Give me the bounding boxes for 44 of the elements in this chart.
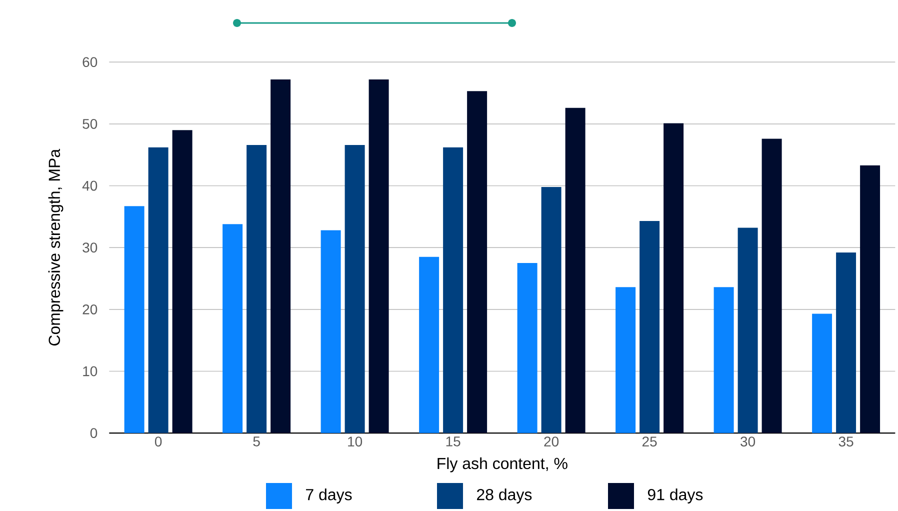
bar: [812, 314, 832, 434]
bar: [640, 220, 660, 434]
x-tick-label: 30: [740, 436, 756, 447]
x-tick-label: 5: [253, 436, 260, 446]
y-tick-label: 30: [82, 242, 98, 253]
bar: [714, 287, 734, 434]
y-tick-label: 20: [82, 304, 98, 314]
bar: [344, 144, 365, 434]
bar: [270, 79, 291, 434]
y-tick-label: 10: [83, 366, 98, 376]
legend-label: 91 days: [648, 488, 703, 504]
bar: [172, 130, 192, 434]
x-tick-label: 10: [348, 436, 362, 447]
y-axis-title: Compressive strength, MPa: [48, 148, 64, 346]
bar: [419, 256, 440, 434]
bar: [836, 252, 856, 434]
x-tick-label: 0: [154, 436, 162, 447]
bar: [246, 144, 267, 434]
bar: [738, 228, 758, 434]
bar: [762, 138, 782, 434]
bar: [124, 206, 144, 434]
legend-label: 28 days: [477, 488, 532, 504]
bar: [368, 79, 389, 434]
bar: [565, 108, 586, 434]
x-tick-label: 25: [642, 436, 657, 447]
x-tick-label: 20: [544, 436, 559, 447]
bar: [467, 91, 488, 434]
bar: [860, 165, 880, 434]
bar: [541, 186, 562, 434]
bar: [320, 230, 341, 434]
bar: [148, 147, 168, 434]
x-axis-title: Fly ash content, %: [438, 457, 568, 472]
x-tick-label: 15: [446, 436, 460, 446]
bar: [517, 263, 538, 434]
bar: [664, 123, 684, 434]
x-tick-label: 35: [838, 436, 854, 447]
y-tick-label: 50: [82, 118, 98, 129]
bar: [222, 224, 243, 434]
legend-label: 7 days: [306, 488, 352, 504]
y-tick-label: 40: [82, 180, 98, 191]
y-tick-label: 0: [90, 428, 98, 438]
y-tick-label: 60: [82, 57, 98, 68]
bar: [443, 147, 464, 434]
bar: [616, 287, 636, 434]
